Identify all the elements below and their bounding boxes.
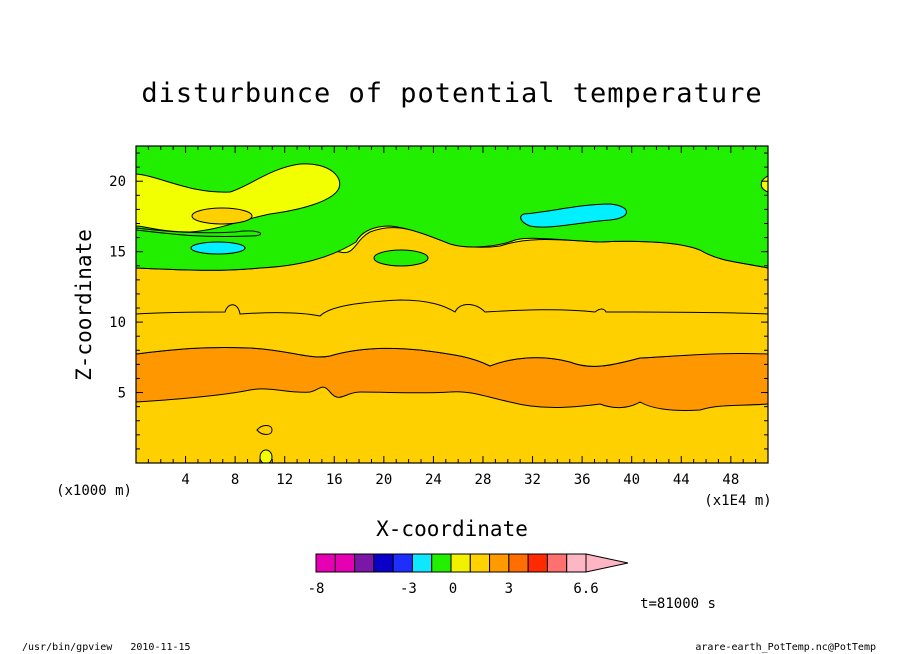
x-axis-label: X-coordinate <box>376 517 528 541</box>
colorbar-segment <box>527 553 548 573</box>
x-tick-label: 24 <box>425 472 442 488</box>
colorbar-segment <box>392 553 413 573</box>
colorbar-segment <box>450 553 471 573</box>
colorbar-tick-label: 3 <box>505 581 513 597</box>
plot-field <box>136 146 768 463</box>
chart-title: disturbunce of potential temperature <box>141 78 762 109</box>
y-tick-label: 20 <box>109 174 126 190</box>
y-tick-label: 5 <box>118 386 126 402</box>
small-feature-2 <box>259 449 273 463</box>
colorbar-segment <box>489 553 510 573</box>
colorbar-tick-labels: -8 -3 0 3 6.6 <box>308 581 599 597</box>
colorbar-segment <box>546 553 568 573</box>
y-unit-label: (x1000 m) <box>56 483 132 499</box>
x-tick-label: 12 <box>276 472 293 488</box>
x-tick-label: 8 <box>231 472 239 488</box>
cyan-patch-upper <box>520 203 627 228</box>
yellow-upper-tongue <box>136 163 341 233</box>
colorbar-segment <box>411 553 433 573</box>
x-tick-label: 36 <box>574 472 591 488</box>
y-axis-label: Z-coordinate <box>72 229 96 381</box>
small-feature-1 <box>256 425 273 435</box>
x-tick-label: 16 <box>326 472 343 488</box>
x-tick-label: 48 <box>722 472 739 488</box>
colorbar-segment <box>354 553 375 573</box>
y-axis-ticks: 5 10 15 20 <box>109 152 768 450</box>
x-tick-label: 20 <box>375 472 392 488</box>
colorbar <box>315 553 629 573</box>
colorbar-segment <box>469 553 491 573</box>
colorbar-tick-label: -8 <box>308 581 325 597</box>
footer-left: /usr/bin/gpview 2010-11-15 <box>22 642 191 653</box>
colorbar-segment <box>334 553 356 573</box>
colorbar-segment <box>566 553 587 573</box>
green-patch-mid <box>373 249 429 267</box>
x-tick-label: 44 <box>673 472 690 488</box>
colorbar-segment <box>508 553 529 573</box>
y-tick-label: 15 <box>109 245 126 261</box>
band-orange-upper <box>136 299 768 367</box>
x-tick-label: 4 <box>181 472 189 488</box>
colorbar-segment <box>431 553 452 573</box>
cyan-patch-left <box>190 241 246 255</box>
x-tick-label: 32 <box>524 472 541 488</box>
colorbar-segment <box>316 554 336 572</box>
footer-right: arare-earth_PotTemp.nc@PotTemp <box>695 642 876 653</box>
colorbar-tick-label: 0 <box>449 581 457 597</box>
y-tick-label: 10 <box>109 315 126 331</box>
colorbar-segment <box>373 553 394 573</box>
time-label: t=81000 s <box>640 596 716 612</box>
colorbar-frame <box>315 553 587 573</box>
colorbar-tick-label: -3 <box>400 581 417 597</box>
x-tick-label: 28 <box>475 472 492 488</box>
colorbar-arrow <box>585 553 629 573</box>
x-tick-label: 40 <box>623 472 640 488</box>
x-axis-ticks: 4 8 12 16 20 24 28 32 36 40 44 48 <box>147 146 757 488</box>
colorbar-tick-label: 6.6 <box>573 581 598 597</box>
plot-frame <box>135 145 769 464</box>
orange-patch-left <box>191 207 253 225</box>
x-unit-label: (x1E4 m) <box>704 493 771 509</box>
